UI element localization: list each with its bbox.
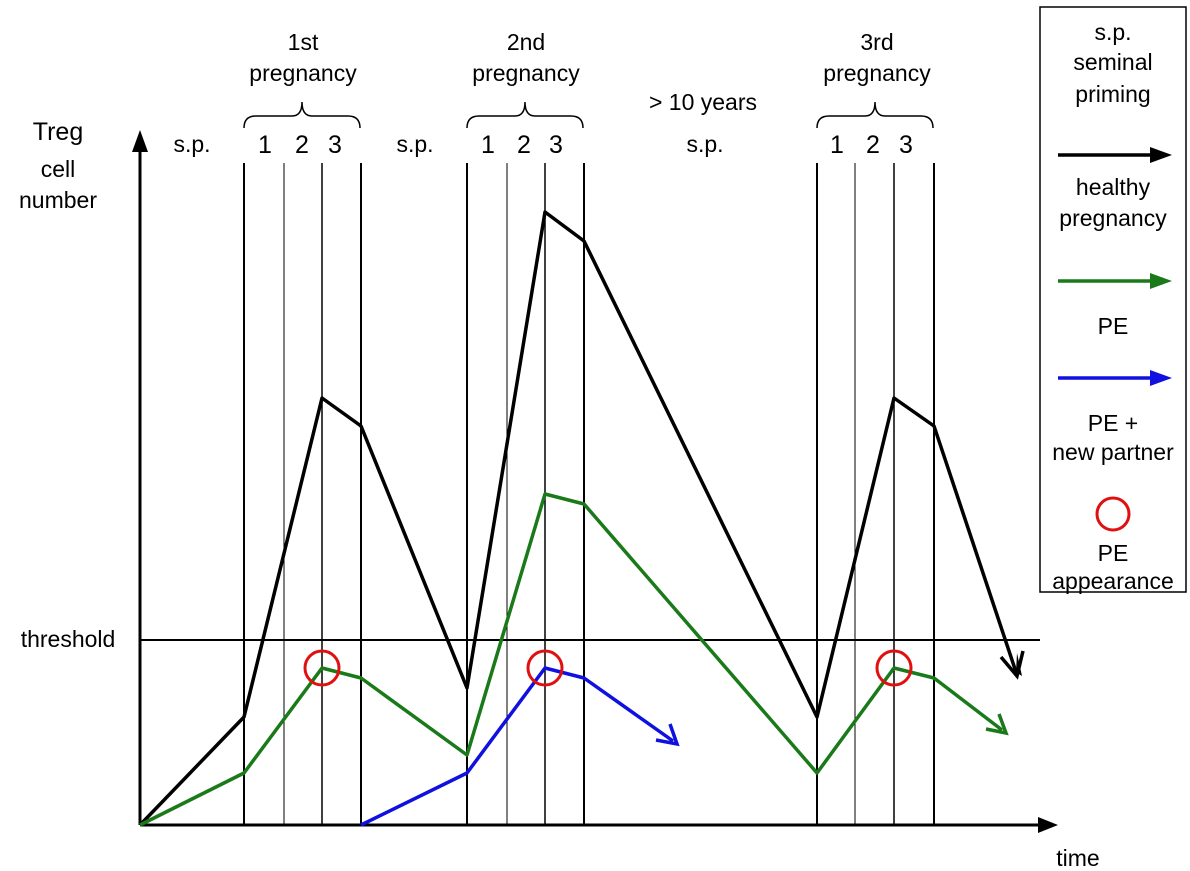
- axis-labels: Treg cell number threshold time: [19, 118, 1100, 871]
- preg1-title-line1: 1st: [288, 29, 319, 55]
- preg1-trimester-3: 3: [328, 131, 342, 159]
- pe-new-partner-curve: [360, 666, 675, 827]
- healthy-curve-arrowhead-icon: [999, 650, 1025, 680]
- preg2-brace: [466, 101, 584, 129]
- preg2-trimester-1: 1: [481, 131, 495, 159]
- preg1-trimester-1: 1: [258, 131, 272, 159]
- preg3-title-line1: 3rd: [860, 29, 893, 55]
- preg1-trimester-2: 2: [295, 131, 309, 159]
- legend-pe-arrow-icon: [1150, 273, 1172, 289]
- preg3-trimester-2: 2: [866, 131, 880, 159]
- sp-labels: s.p. s.p. > 10 years s.p.: [173, 89, 757, 157]
- sp2-label: s.p.: [396, 131, 433, 157]
- preg2-trimester-2: 2: [517, 131, 531, 159]
- x-axis-arrow-icon: [1038, 817, 1058, 833]
- phase-lines: [243, 163, 935, 825]
- preg1-title-line2: pregnancy: [249, 60, 357, 86]
- y-axis-label-line3: number: [19, 187, 97, 213]
- preg3-trimester-1: 1: [830, 131, 844, 159]
- legend-healthy-line1: healthy: [1076, 174, 1151, 200]
- trimester-labels: 1 2 3 1 2 3 1 2 3: [258, 131, 913, 159]
- pe-curve-arrowhead-icon: [985, 713, 1009, 736]
- legend-pe-appearance-line1: PE: [1098, 540, 1129, 566]
- legend-pe-partner-line1: PE +: [1088, 410, 1139, 436]
- x-axis-label: time: [1056, 845, 1099, 871]
- legend-healthy-arrow-icon: [1150, 147, 1172, 163]
- axes: [132, 130, 1058, 833]
- legend-pe-partner-arrow-icon: [1150, 370, 1172, 386]
- preg1-brace: [243, 101, 361, 129]
- preg2-trimester-3: 3: [549, 131, 563, 159]
- legend-sp-line2: seminal: [1073, 49, 1152, 75]
- legend-pe-partner-line2: new partner: [1052, 439, 1174, 465]
- legend-pe-label: PE: [1098, 313, 1129, 339]
- pe-appearance-marker-3: [875, 649, 913, 687]
- y-axis-label-line1: Treg: [33, 118, 83, 146]
- y-axis-label-line2: cell: [41, 156, 76, 182]
- threshold-label: threshold: [21, 626, 116, 652]
- legend-box: [1039, 6, 1187, 593]
- sp3-label-line1: > 10 years: [649, 89, 757, 115]
- pe-appearance-markers: [303, 649, 913, 687]
- pregnancy-titles: 1st pregnancy 2nd pregnancy 3rd pregnanc…: [249, 29, 931, 86]
- pe-new-partner-arrowhead-icon: [655, 723, 680, 747]
- healthy-pregnancy-curve: [138, 210, 1018, 827]
- pe-curve: [139, 492, 1004, 827]
- preg2-title-line1: 2nd: [507, 29, 545, 55]
- y-axis-arrow-icon: [132, 130, 148, 152]
- preg3-title-line2: pregnancy: [823, 60, 931, 86]
- pregnancy-braces: [243, 101, 934, 129]
- preg3-trimester-3: 3: [899, 131, 913, 159]
- sp3-label-line2: s.p.: [686, 131, 723, 157]
- legend: s.p. seminal priming healthy pregnancy P…: [1039, 6, 1187, 594]
- sp1-label: s.p.: [173, 131, 210, 157]
- legend-sp-line3: priming: [1075, 81, 1150, 107]
- preg3-brace: [816, 101, 934, 129]
- legend-pe-appearance-icon: [1095, 496, 1131, 532]
- pe-appearance-marker-2: [526, 649, 564, 687]
- legend-sp-line1: s.p.: [1094, 19, 1131, 45]
- legend-healthy-line2: pregnancy: [1059, 205, 1167, 231]
- legend-pe-appearance-line2: appearance: [1052, 568, 1174, 594]
- pe-appearance-marker-1: [303, 649, 341, 687]
- preg2-title-line2: pregnancy: [472, 60, 580, 86]
